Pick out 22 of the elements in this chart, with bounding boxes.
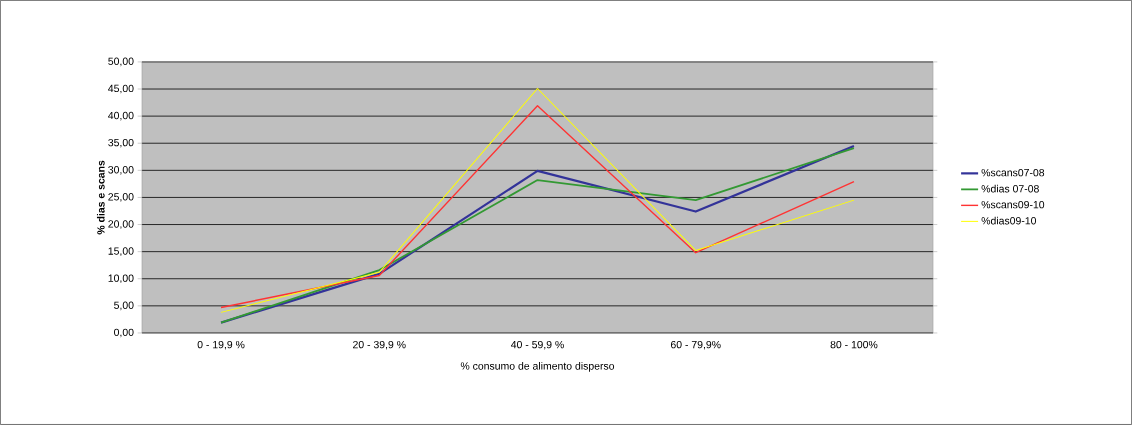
- y-tick-label: 35,00: [108, 138, 134, 148]
- legend-label: %dias 07-08: [981, 184, 1039, 193]
- y-tick-label: 5,00: [114, 301, 134, 311]
- legend-label: %scans09-10: [981, 201, 1045, 209]
- y-tick-label: 20,00: [108, 220, 134, 229]
- y-tick-label: 50,00: [108, 57, 134, 67]
- y-tick-label: 30,00: [108, 166, 134, 175]
- x-tick-label: 20 - 39,9 %: [353, 340, 406, 350]
- y-tick-label: 40,00: [108, 111, 134, 121]
- legend-label: %dias09-10: [981, 216, 1037, 225]
- y-axis-title: % dias e scans: [96, 160, 105, 235]
- x-tick-label: 60 - 79,9%: [670, 340, 721, 350]
- x-axis-title: % consumo de alimento disperso: [460, 362, 615, 372]
- x-tick-label: 80 - 100%: [830, 340, 878, 349]
- y-tick-label: 25,00: [108, 193, 134, 202]
- y-tick-label: 45,00: [108, 84, 134, 94]
- legend-label: %scans07-08: [981, 169, 1045, 177]
- x-tick-label: 0 - 19,9 %: [197, 340, 245, 350]
- y-tick-label: 15,00: [108, 247, 134, 257]
- y-tick-label: 0,00: [114, 328, 134, 338]
- y-tick-label: 10,00: [108, 274, 134, 284]
- x-tick-label: 40 - 59,9 %: [510, 340, 564, 350]
